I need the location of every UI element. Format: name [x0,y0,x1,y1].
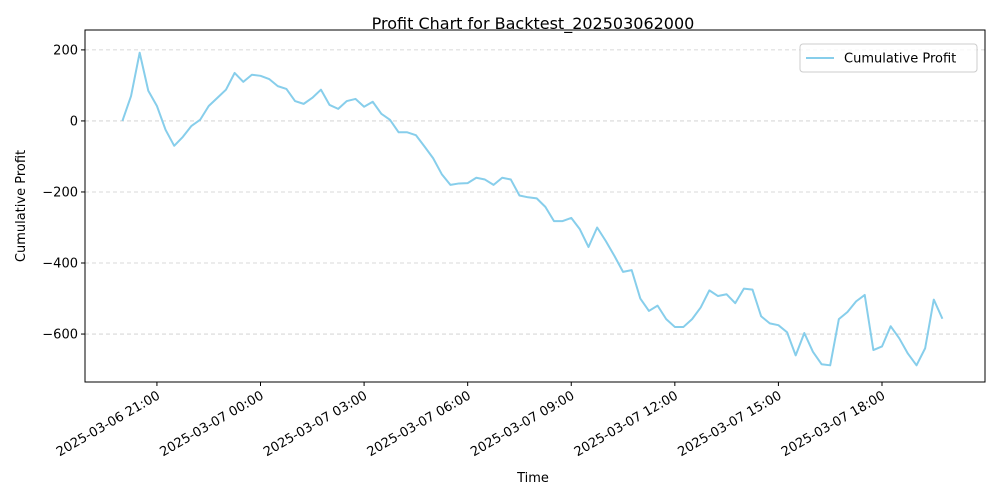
y-tick-label: −400 [42,257,78,272]
x-tick-label: 2025-03-07 00:00 [158,388,267,460]
legend-box [799,43,978,73]
y-tick-label: 0 [70,114,78,129]
x-tick-label: 2025-03-06 21:00 [54,388,163,460]
x-tick-label: 2025-03-07 03:00 [261,388,370,460]
line-series [121,51,944,367]
x-tick-label: 2025-03-07 09:00 [468,388,577,460]
y-axis-label: Cumulative Profit [14,150,29,262]
y-tick-label: 200 [53,43,78,58]
plot-frame [84,29,986,383]
x-tick-label: 2025-03-07 06:00 [365,388,474,460]
x-tick-label: 2025-03-07 15:00 [675,388,784,460]
x-tick-label: 2025-03-07 12:00 [572,388,681,460]
chart-title: Profit Chart for Backtest_202503062000 [372,14,695,34]
x-axis-label: Time [516,471,549,486]
x-tick-label: 2025-03-07 18:00 [779,388,888,460]
y-tick-label: −200 [42,185,78,200]
legend-label: Cumulative Profit [844,52,956,67]
y-tick-label: −600 [42,328,78,343]
